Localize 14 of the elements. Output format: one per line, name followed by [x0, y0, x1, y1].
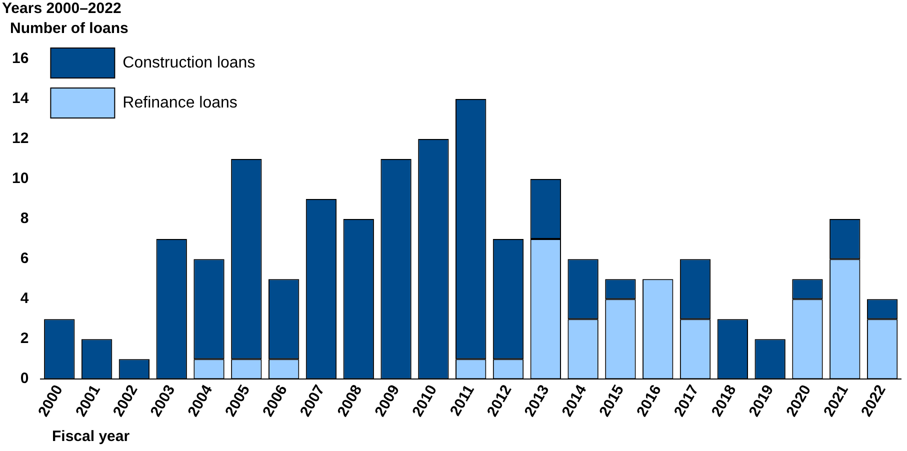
y-tick-label: 16: [12, 50, 29, 68]
y-tick-label: 8: [20, 210, 29, 228]
legend-label: Construction loans: [122, 54, 256, 72]
y-tick-label: 12: [12, 130, 29, 148]
chart-title: Years 2000–2022: [2, 0, 122, 17]
y-tick-label: 0: [20, 370, 29, 388]
x-axis-title: Fiscal year: [52, 428, 130, 445]
y-tick-label: 10: [12, 170, 29, 188]
y-tick-label: 14: [12, 90, 30, 108]
legend-label: Refinance loans: [122, 94, 238, 112]
y-tick-label: 4: [20, 290, 30, 308]
y-tick-label: 6: [20, 250, 29, 268]
y-axis-title: Number of loans: [10, 20, 128, 37]
y-tick-label: 2: [20, 330, 29, 348]
